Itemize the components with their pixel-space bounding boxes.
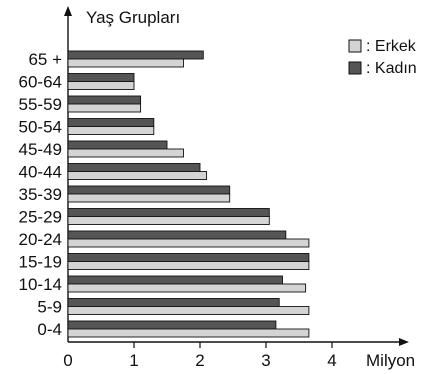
bar-erkek xyxy=(67,306,310,315)
category-label: 0-4 xyxy=(37,320,62,339)
bar-erkek xyxy=(67,238,310,248)
bar-erkek xyxy=(67,103,142,113)
bar-erkek xyxy=(67,58,184,68)
bar-erkek xyxy=(67,261,310,270)
category-label: 40-44 xyxy=(19,163,62,182)
category-labels: 65 + 60-64 55-59 50-54 45-49 40-44 35-39 25-29 2… xyxy=(19,50,63,339)
bar-erkek xyxy=(67,193,231,203)
bars xyxy=(67,50,310,338)
legend-swatch-kadin xyxy=(348,61,362,75)
bar-kadin xyxy=(67,73,135,82)
category-label: 65 + xyxy=(28,50,62,69)
category-label: 50-54 xyxy=(19,118,62,137)
bar-kadin xyxy=(67,140,168,150)
bar-erkek xyxy=(67,216,270,225)
legend-label-erkek: : Erkek xyxy=(366,38,417,55)
bar-kadin xyxy=(67,298,280,307)
category-label: 20-24 xyxy=(19,230,62,249)
bar-kadin xyxy=(67,118,155,127)
category-label: 45-49 xyxy=(19,140,62,159)
bar-kadin xyxy=(67,50,204,60)
category-label: 55-59 xyxy=(19,95,62,114)
bar-erkek xyxy=(67,171,208,180)
x-axis-arrow xyxy=(399,338,409,346)
category-label: 25-29 xyxy=(19,208,62,227)
bar-kadin xyxy=(67,163,201,172)
category-label: 35-39 xyxy=(19,185,62,204)
bar-erkek xyxy=(67,283,307,293)
legend: : Erkek : Kadın xyxy=(348,38,417,77)
category-label: 5-9 xyxy=(37,298,62,317)
bar-kadin xyxy=(67,275,283,285)
x-tick-label: 2 xyxy=(195,351,204,370)
category-label: 60-64 xyxy=(19,73,62,92)
y-axis-arrow xyxy=(64,6,72,16)
x-ticks: 0 1 2 3 4 xyxy=(63,342,337,370)
bar-kadin xyxy=(67,230,287,240)
bar-erkek xyxy=(67,126,155,135)
y-axis-title: Yaş Grupları xyxy=(86,8,180,27)
x-tick-label: 0 xyxy=(63,351,72,370)
category-label: 10-14 xyxy=(19,275,62,294)
category-label: 15-19 xyxy=(19,253,62,272)
x-tick-label: 4 xyxy=(327,351,336,370)
bar-erkek xyxy=(67,81,135,90)
bar-kadin xyxy=(67,253,310,262)
bar-kadin xyxy=(67,320,277,330)
legend-label-kadin: : Kadın xyxy=(366,60,417,77)
x-tick-label: 1 xyxy=(129,351,138,370)
bar-kadin xyxy=(67,208,270,217)
x-axis-title: Milyon xyxy=(366,351,415,370)
bar-erkek xyxy=(67,328,310,338)
x-tick-label: 3 xyxy=(261,351,270,370)
bar-kadin xyxy=(67,185,231,195)
bar-kadin xyxy=(67,95,142,105)
legend-swatch-erkek xyxy=(348,39,362,53)
bar-erkek xyxy=(67,148,184,158)
